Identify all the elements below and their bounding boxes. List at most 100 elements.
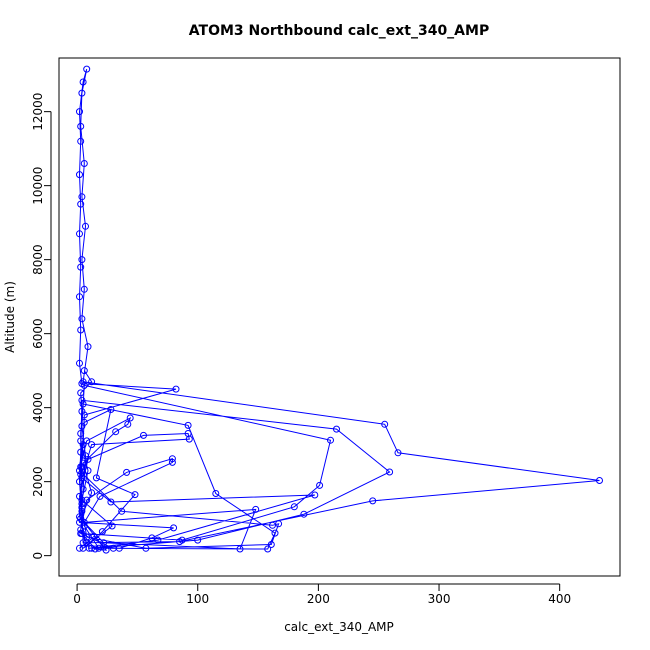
data-point — [386, 468, 394, 476]
data-point — [88, 544, 96, 552]
data-point — [77, 263, 85, 271]
data-point — [78, 496, 86, 504]
data-point — [95, 544, 103, 552]
data-point — [84, 343, 92, 351]
data-point — [178, 536, 186, 544]
data-point — [79, 485, 87, 493]
data-point — [124, 420, 132, 428]
data-point — [327, 436, 334, 444]
data-point — [76, 359, 83, 367]
data-point — [596, 477, 603, 484]
data-point — [77, 430, 85, 437]
x-tick-label: 0 — [73, 592, 81, 606]
data-point — [80, 381, 88, 389]
data-point — [212, 490, 220, 497]
x-axis: 0 100 200 300 400 — [73, 583, 571, 606]
data-point — [290, 503, 298, 511]
data-point — [381, 420, 389, 428]
data-point — [100, 539, 108, 547]
data-point — [154, 536, 162, 544]
data-point — [170, 524, 178, 532]
data-point — [88, 489, 96, 497]
data-point — [264, 545, 272, 553]
data-point — [140, 431, 147, 439]
data-point — [236, 545, 244, 553]
chart-title: ATOM3 Northbound calc_ext_340_AMP — [189, 23, 489, 39]
y-tick-label: 4000 — [31, 392, 45, 423]
data-point — [77, 137, 85, 145]
data-point — [77, 470, 85, 478]
data-point — [83, 65, 91, 73]
data-point — [78, 193, 86, 201]
data-point — [79, 459, 87, 467]
x-axis-label: calc_ext_340_AMP — [284, 620, 394, 634]
series-line — [78, 68, 600, 551]
y-tick-label: 10000 — [31, 167, 45, 205]
data-point — [275, 520, 283, 528]
data-point — [83, 533, 91, 541]
data-point — [79, 378, 87, 386]
data-point — [76, 171, 83, 179]
data-point — [82, 222, 89, 230]
x-tick-label: 400 — [548, 592, 571, 606]
data-point — [84, 455, 92, 463]
data-point — [194, 536, 202, 544]
data-point — [252, 505, 260, 513]
data-point — [126, 414, 134, 422]
data-point — [77, 437, 85, 445]
data-point — [88, 441, 96, 449]
data-point — [80, 285, 88, 293]
data-point — [316, 481, 324, 489]
data-point — [80, 411, 88, 419]
data-point — [394, 449, 402, 457]
x-tick-label: 200 — [307, 592, 330, 606]
data-point — [107, 498, 115, 506]
data-point — [107, 406, 115, 413]
y-tick-label: 6000 — [31, 318, 45, 349]
data-point — [76, 467, 83, 475]
data-point — [92, 474, 100, 482]
plot-area — [76, 65, 603, 554]
data-point — [79, 441, 87, 449]
data-point — [77, 389, 85, 397]
data-point — [76, 478, 83, 486]
y-tick-label: 2000 — [31, 466, 45, 497]
data-point — [311, 491, 319, 499]
data-point — [123, 468, 131, 476]
data-point — [78, 530, 86, 537]
y-axis: 0 2000 4000 6000 8000 10000 12000 — [31, 93, 52, 560]
data-point — [333, 425, 340, 433]
data-point — [78, 407, 86, 415]
data-point — [84, 467, 92, 475]
data-point — [77, 448, 85, 456]
data-point — [80, 518, 88, 526]
y-axis-label: Altitude (m) — [3, 281, 17, 353]
data-point — [271, 529, 279, 537]
data-point — [168, 455, 176, 463]
data-point — [76, 293, 83, 301]
data-point — [112, 428, 120, 436]
data-point — [102, 546, 110, 554]
data-point — [83, 496, 91, 504]
data-point — [77, 515, 85, 523]
data-point — [78, 422, 86, 430]
data-point — [80, 160, 88, 167]
y-tick-label: 8000 — [31, 244, 45, 275]
data-point — [76, 513, 83, 521]
data-point — [76, 108, 83, 116]
data-point — [77, 200, 85, 208]
data-point — [77, 463, 85, 471]
data-point — [78, 89, 86, 97]
data-point — [76, 492, 83, 500]
data-point — [78, 500, 86, 508]
y-tick-label: 0 — [31, 552, 45, 560]
data-point — [76, 544, 83, 552]
data-point — [79, 78, 87, 86]
data-point — [77, 326, 85, 334]
data-point — [172, 385, 180, 393]
data-point — [96, 492, 104, 500]
data-point — [90, 532, 98, 540]
x-tick-label: 100 — [186, 592, 209, 606]
data-point — [88, 378, 96, 386]
